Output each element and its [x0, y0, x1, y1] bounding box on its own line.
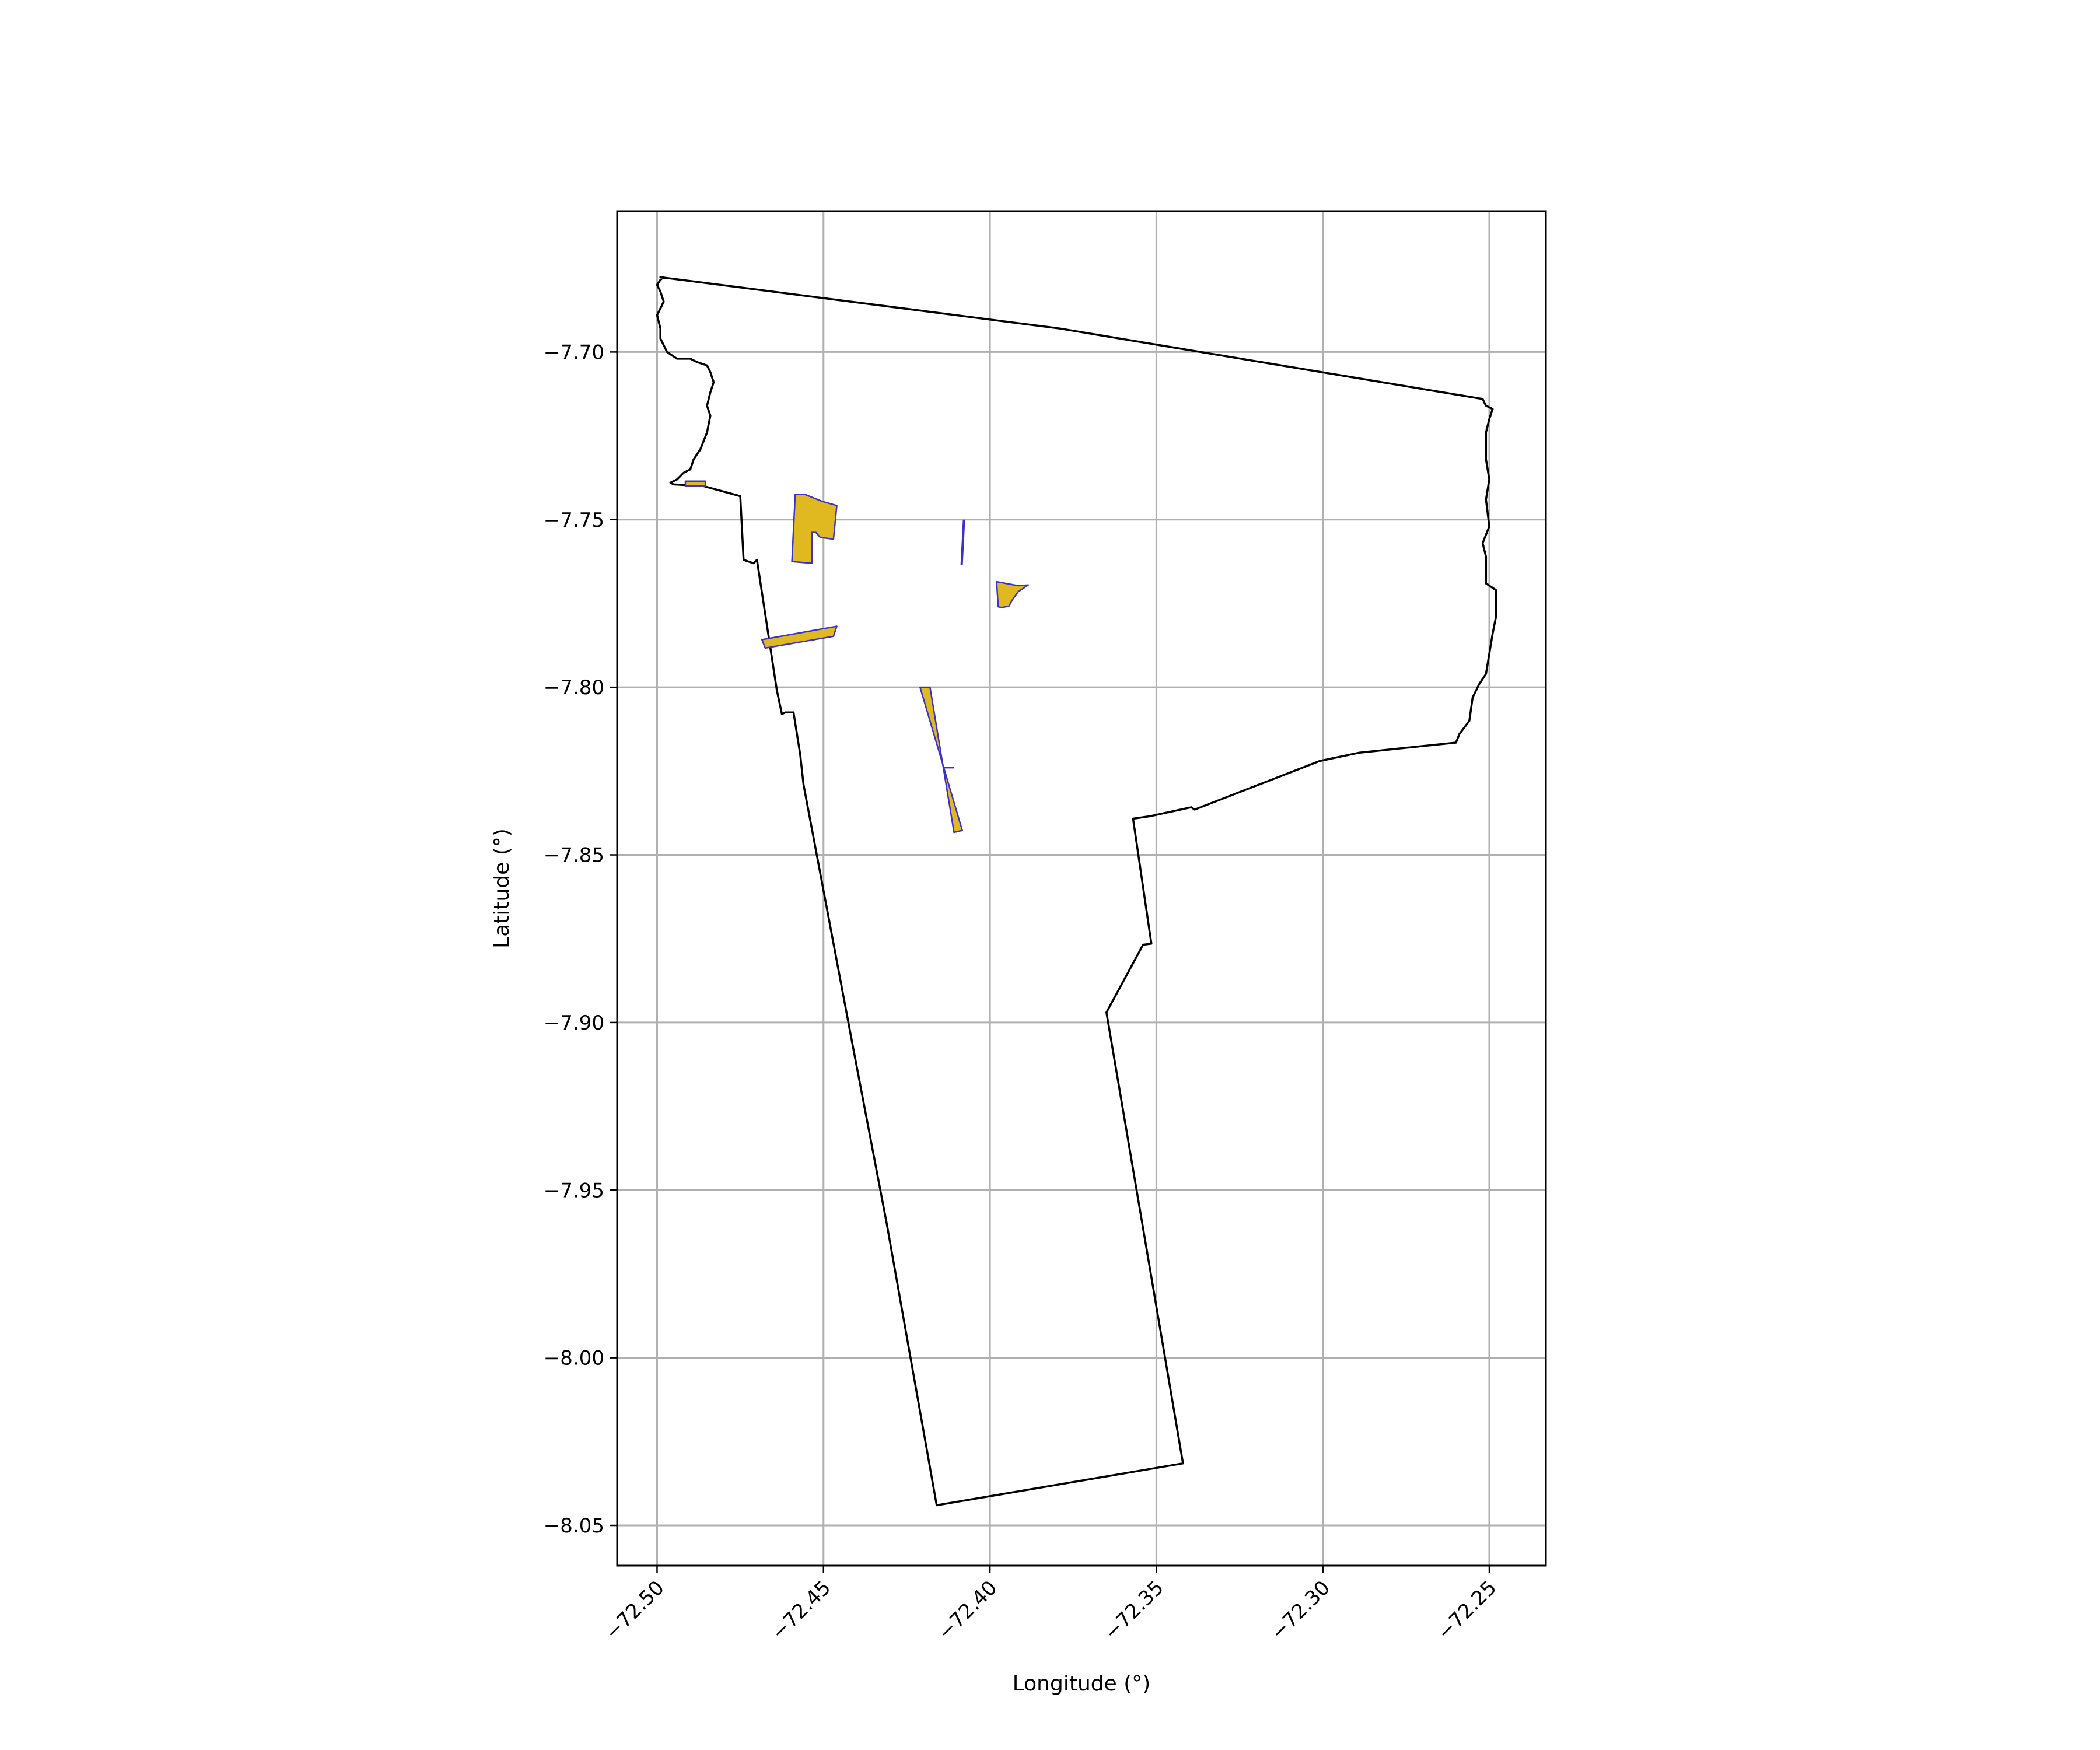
axes-frame: [616, 210, 1547, 1567]
deforested-area-polygon: [761, 625, 838, 649]
municipality-boundary: [656, 276, 1497, 1507]
boundary-layer: [656, 276, 1497, 1507]
y-tick-label: −7.75: [544, 509, 604, 532]
y-tick-label: −7.90: [544, 1012, 604, 1035]
deforested-area-polygon: [919, 686, 963, 834]
y-tick-label: −8.05: [544, 1514, 604, 1538]
lines-layer: [960, 519, 965, 565]
x-axis-label: Longitude (°): [1013, 1672, 1151, 1696]
deforested-area-polygon: [996, 580, 1029, 608]
plot-area: [616, 210, 1547, 1567]
axes-background: [617, 211, 1546, 1566]
y-tick-label: −7.80: [544, 676, 604, 699]
deforested-area-polygon: [684, 480, 706, 487]
y-axis-label: Latitude (°): [490, 828, 514, 949]
deforested-area-polygon: [791, 494, 838, 564]
y-tick-label: −8.00: [544, 1347, 604, 1370]
y-tick-label: −7.95: [544, 1179, 604, 1202]
linear-feature: [960, 519, 965, 565]
areas-layer: [684, 480, 1029, 834]
y-axis-ticks: −7.70 −7.75 −7.80 −7.85 −7.90 −7.95 −8.00 −8.05: [544, 341, 617, 1538]
y-tick-label: −7.85: [544, 844, 604, 867]
y-tick-label: −7.70: [544, 341, 604, 364]
